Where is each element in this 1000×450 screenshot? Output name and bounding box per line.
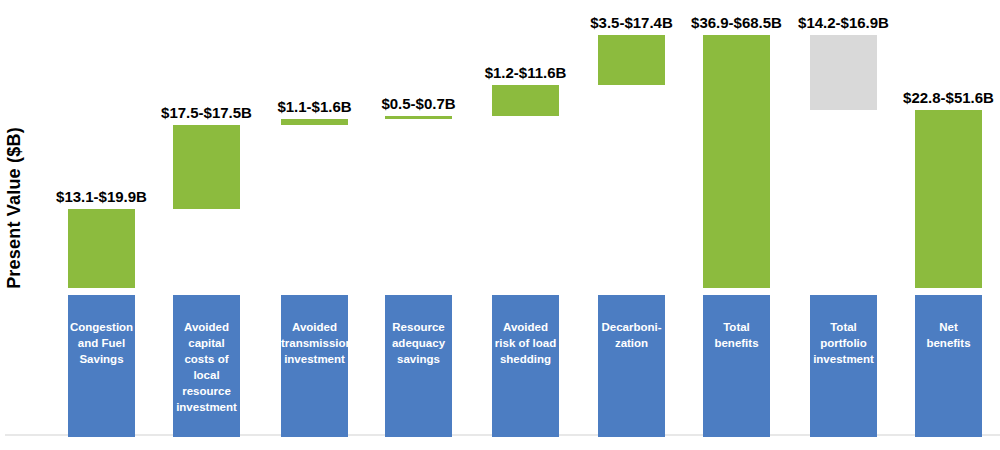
category-label: Congestion and Fuel Savings — [68, 295, 135, 367]
value-bar-9 — [915, 110, 982, 288]
value-range-label-5: $1.2-$11.6B — [485, 65, 567, 81]
value-range-label-2: $17.5-$17.5B — [161, 105, 252, 121]
category-label: Decarboni- zation — [598, 295, 665, 351]
category-label: Total portfolio investment — [810, 295, 877, 367]
category-box-8: Total portfolio investment — [810, 295, 877, 437]
category-box-6: Decarboni- zation — [598, 295, 665, 437]
category-box-3: Avoided transmission investment — [281, 295, 348, 437]
category-label: Resource adequacy savings — [385, 295, 452, 367]
category-label: Avoided transmission investment — [281, 295, 348, 367]
value-bar-5 — [492, 85, 559, 116]
value-range-label-8: $14.2-$16.9B — [798, 15, 889, 31]
category-label: Avoided risk of load shedding — [492, 295, 559, 367]
category-box-9: Net benefits — [915, 295, 982, 437]
value-range-label-7: $36.9-$68.5B — [691, 15, 782, 31]
value-range-label-3: $1.1-$1.6B — [277, 99, 351, 115]
category-box-4: Resource adequacy savings — [385, 295, 452, 437]
category-box-7: Total benefits — [703, 295, 770, 437]
category-label: Avoided capital costs of local resource … — [173, 295, 240, 415]
category-box-5: Avoided risk of load shedding — [492, 295, 559, 437]
category-box-2: Avoided capital costs of local resource … — [173, 295, 240, 437]
value-bar-6 — [598, 35, 665, 85]
value-range-label-4: $0.5-$0.7B — [381, 96, 455, 112]
value-bar-2 — [173, 125, 240, 209]
value-range-label-6: $3.5-$17.4B — [590, 15, 673, 31]
value-bar-4 — [385, 116, 452, 119]
value-bar-3 — [281, 119, 348, 126]
value-bar-8 — [810, 35, 877, 110]
value-range-label-1: $13.1-$19.9B — [56, 189, 147, 205]
value-bar-7 — [703, 35, 770, 288]
value-bar-1 — [68, 209, 135, 288]
y-axis-label: Present Value ($B) — [4, 127, 25, 289]
category-label: Total benefits — [703, 295, 770, 351]
category-label: Net benefits — [915, 295, 982, 351]
category-box-1: Congestion and Fuel Savings — [68, 295, 135, 437]
waterfall-chart: Present Value ($B) $13.1-$19.9B Congestio… — [0, 0, 1000, 450]
value-range-label-9: $22.8-$51.6B — [903, 90, 994, 106]
